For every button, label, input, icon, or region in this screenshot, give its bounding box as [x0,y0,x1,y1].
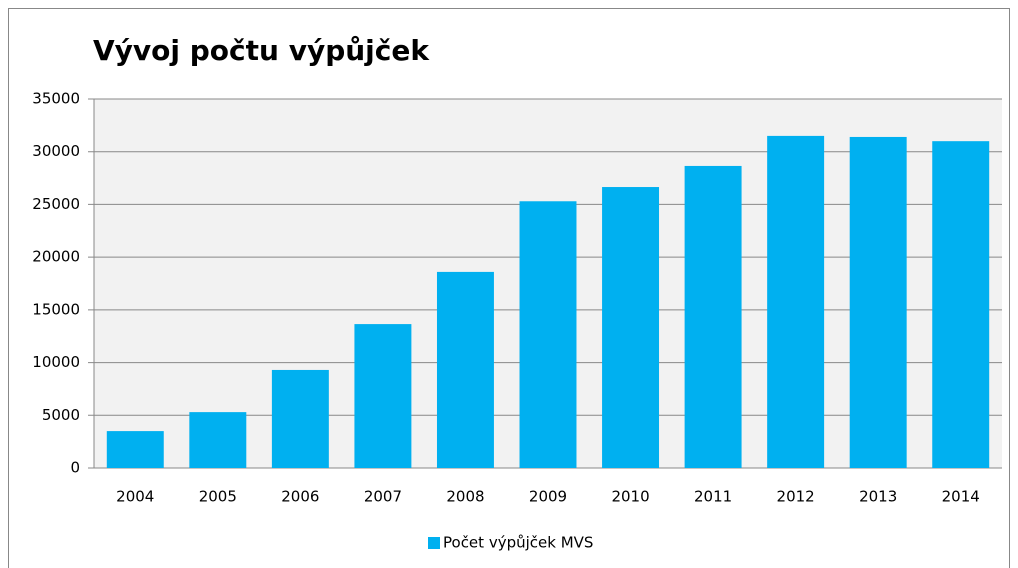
bar [519,201,577,468]
y-tick-label: 30000 [32,142,80,160]
bar [932,141,990,468]
y-tick-label: 0 [70,459,80,477]
x-tick-label: 2008 [446,488,484,506]
y-tick-label: 35000 [32,90,80,108]
bar [849,136,907,468]
bar [106,431,164,468]
legend-label: Počet výpůjček MVS [443,534,593,552]
bar [684,165,742,468]
bar [602,187,660,469]
x-tick-label: 2014 [942,488,980,506]
x-tick-label: 2007 [364,488,402,506]
x-tick-label: 2004 [116,488,154,506]
bar [767,135,825,468]
bar [436,271,494,468]
x-tick-label: 2005 [199,488,237,506]
y-tick-label: 15000 [32,300,80,318]
y-tick-label: 5000 [42,406,80,424]
y-tick-label: 25000 [32,195,80,213]
bar [354,324,412,468]
x-tick-label: 2012 [777,488,815,506]
legend-swatch [428,537,440,549]
x-tick-label: 2009 [529,488,567,506]
x-tick-label: 2013 [859,488,897,506]
x-tick-label: 2010 [611,488,649,506]
y-tick-label: 20000 [32,248,80,266]
bar [189,412,247,468]
x-tick-label: 2011 [694,488,732,506]
y-tick-label: 10000 [32,353,80,371]
chart-title: Vývoj počtu výpůjček [93,34,430,67]
bar [271,369,329,468]
x-tick-label: 2006 [281,488,319,506]
